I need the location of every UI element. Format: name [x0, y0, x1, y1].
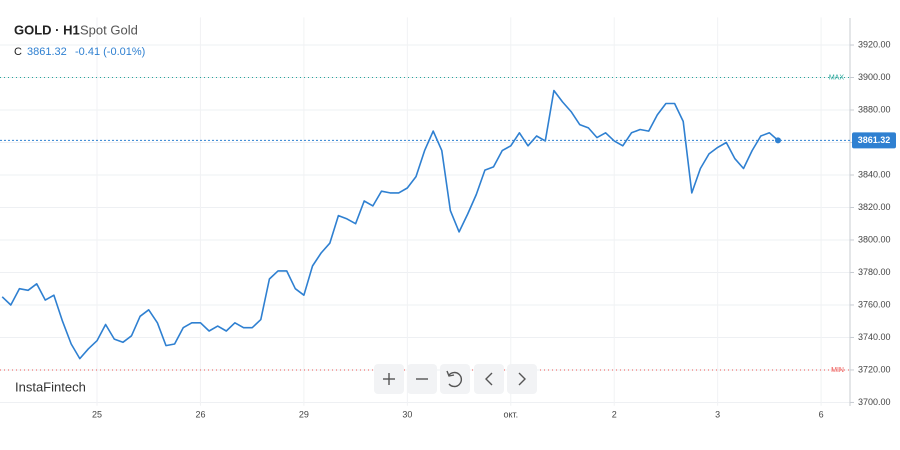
watermark: InstaFintech [15, 379, 86, 394]
price-change: -0.41 (-0.01%) [75, 46, 145, 58]
y-tick-label: 3800.00 [858, 234, 891, 244]
zoom-in-button[interactable] [374, 364, 404, 394]
x-tick-label: 2 [612, 409, 617, 419]
y-tick-label: 3740.00 [858, 332, 891, 342]
plot [0, 89, 850, 360]
y-tick-label: 3900.00 [858, 72, 891, 82]
reset-button[interactable] [440, 364, 470, 394]
y-tick-label: 3720.00 [858, 364, 891, 374]
x-tick-label: 26 [195, 409, 205, 419]
y-tick-label: 3840.00 [858, 169, 891, 179]
y-tick-label: 3780.00 [858, 267, 891, 277]
close-price: 3861.32 [27, 46, 67, 58]
scroll-right-button[interactable] [507, 364, 537, 394]
last-price-badge [852, 132, 896, 149]
price-line [1, 89, 779, 360]
y-tick-label: 3880.00 [858, 104, 891, 114]
last-price-label: 3861.32 [858, 135, 891, 145]
toolbar [374, 364, 537, 394]
max-line-label: MAX [829, 74, 845, 81]
last-price-dot [775, 137, 781, 144]
zoom-out-button[interactable] [407, 364, 437, 394]
x-tick-label: 6 [819, 409, 824, 419]
instrument-name: Spot Gold [80, 22, 138, 37]
x-tick-label: 25 [92, 409, 102, 419]
symbol: GOLD · H1 [14, 22, 80, 37]
y-tick-label: 3920.00 [858, 39, 891, 49]
x-tick-label: окт. [503, 409, 518, 419]
y-tick-label: 3760.00 [858, 299, 891, 309]
y-tick-label: 3700.00 [858, 397, 891, 407]
x-tick-label: 30 [402, 409, 412, 419]
scroll-left-button[interactable] [474, 364, 504, 394]
min-line-label: MIN [831, 367, 844, 374]
x-tick-label: 3 [715, 409, 720, 419]
close-label: C [14, 46, 22, 58]
y-tick-label: 3820.00 [858, 202, 891, 212]
x-tick-label: 29 [299, 409, 309, 419]
